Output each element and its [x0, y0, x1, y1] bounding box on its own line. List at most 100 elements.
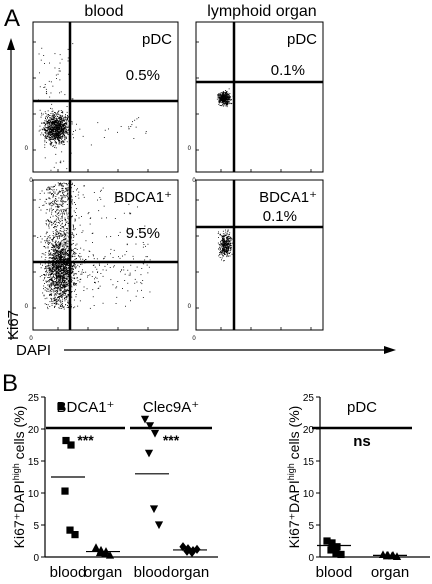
flow-event	[59, 62, 61, 64]
flow-plots: 00pDC0.5%00pDC0.1%00BDCA1⁺9.5%00BDCA1⁺0.…	[25, 21, 324, 342]
flow-event	[102, 269, 104, 271]
flow-event	[77, 264, 79, 266]
flow-event	[226, 248, 228, 250]
flow-event	[51, 127, 53, 128]
flow-event	[62, 254, 64, 256]
flow-event	[50, 118, 52, 120]
flow-event	[59, 237, 60, 239]
flow-event	[64, 250, 66, 252]
flow-event	[226, 98, 228, 100]
flow-event	[136, 118, 138, 120]
flow-event	[63, 281, 65, 283]
flow-event	[60, 268, 62, 270]
flow-event	[66, 245, 68, 247]
flow-event	[52, 195, 54, 197]
flow-event	[58, 260, 60, 261]
flow-event	[75, 196, 77, 197]
flow-event	[66, 120, 67, 122]
flow-event	[67, 125, 69, 127]
flow-event	[49, 294, 50, 296]
flow-event	[61, 199, 63, 201]
flow-event	[66, 307, 68, 308]
flow-event	[46, 231, 48, 233]
flow-event	[64, 297, 66, 299]
flow-event	[64, 183, 66, 184]
flow-event	[57, 206, 59, 208]
flow-event	[64, 190, 66, 192]
flow-event	[41, 47, 43, 49]
flow-event	[61, 201, 63, 203]
flow-event	[221, 102, 223, 104]
flow-event	[224, 101, 226, 103]
flow-event	[68, 182, 70, 184]
flow-event	[55, 140, 56, 142]
flow-event	[58, 265, 60, 267]
flow-event	[128, 274, 130, 276]
flow-event	[60, 264, 62, 266]
flow-event	[98, 263, 100, 265]
flow-event	[65, 219, 66, 220]
flow-event	[61, 254, 63, 255]
flow-event	[230, 244, 231, 246]
flow-event	[222, 91, 224, 93]
flow-event	[64, 289, 66, 291]
flow-event	[85, 240, 87, 242]
flow-event	[54, 297, 56, 299]
flow-event	[64, 213, 65, 215]
flow-event	[48, 187, 50, 189]
flow-event	[50, 272, 52, 274]
flow-event	[64, 235, 66, 237]
flow-event	[220, 243, 222, 245]
flow-event	[63, 256, 65, 258]
y-tick-label: 0	[33, 553, 39, 564]
flow-event	[71, 203, 73, 205]
flow-event	[55, 277, 57, 279]
flow-event	[137, 206, 138, 208]
flow-event	[39, 125, 41, 127]
flow-event	[56, 291, 58, 293]
flow-event	[50, 138, 52, 140]
flow-event	[54, 252, 55, 254]
flow-event	[65, 249, 66, 251]
flow-event	[61, 126, 62, 128]
flow-event	[219, 92, 221, 94]
flow-event	[53, 302, 55, 304]
flow-event	[49, 119, 50, 121]
data-point	[57, 403, 65, 411]
flow-event	[46, 240, 48, 242]
flow-event	[74, 283, 76, 284]
flow-event	[76, 243, 78, 245]
flow-event	[58, 205, 60, 207]
flow-event	[83, 249, 85, 251]
flow-event	[51, 103, 53, 105]
flow-event	[63, 278, 64, 280]
y-tick-label: 0	[308, 553, 314, 564]
flow-event	[55, 287, 57, 289]
flow-event	[62, 272, 64, 274]
flow-event	[50, 137, 52, 139]
flow-event	[224, 233, 226, 235]
flow-event	[50, 131, 52, 132]
flow-event	[82, 269, 83, 271]
flow-event	[71, 216, 73, 217]
flow-event	[46, 123, 48, 125]
flow-event	[46, 132, 48, 134]
flow-event	[42, 279, 44, 281]
axis-zero-label: 0	[192, 336, 196, 342]
flow-event	[53, 123, 55, 125]
flow-event	[54, 211, 56, 212]
flow-event	[62, 136, 64, 138]
flow-event	[49, 191, 51, 193]
flow-event	[52, 289, 54, 291]
flow-event	[65, 253, 66, 255]
flow-event	[49, 220, 51, 222]
flow-event	[48, 267, 50, 269]
flow-event	[62, 200, 64, 202]
flow-event	[64, 293, 66, 294]
flow-event	[222, 233, 224, 235]
flow-event	[60, 268, 61, 269]
flow-event	[67, 216, 69, 218]
flow-event	[41, 128, 43, 130]
flow-event	[225, 236, 227, 238]
flow-event	[223, 103, 225, 105]
